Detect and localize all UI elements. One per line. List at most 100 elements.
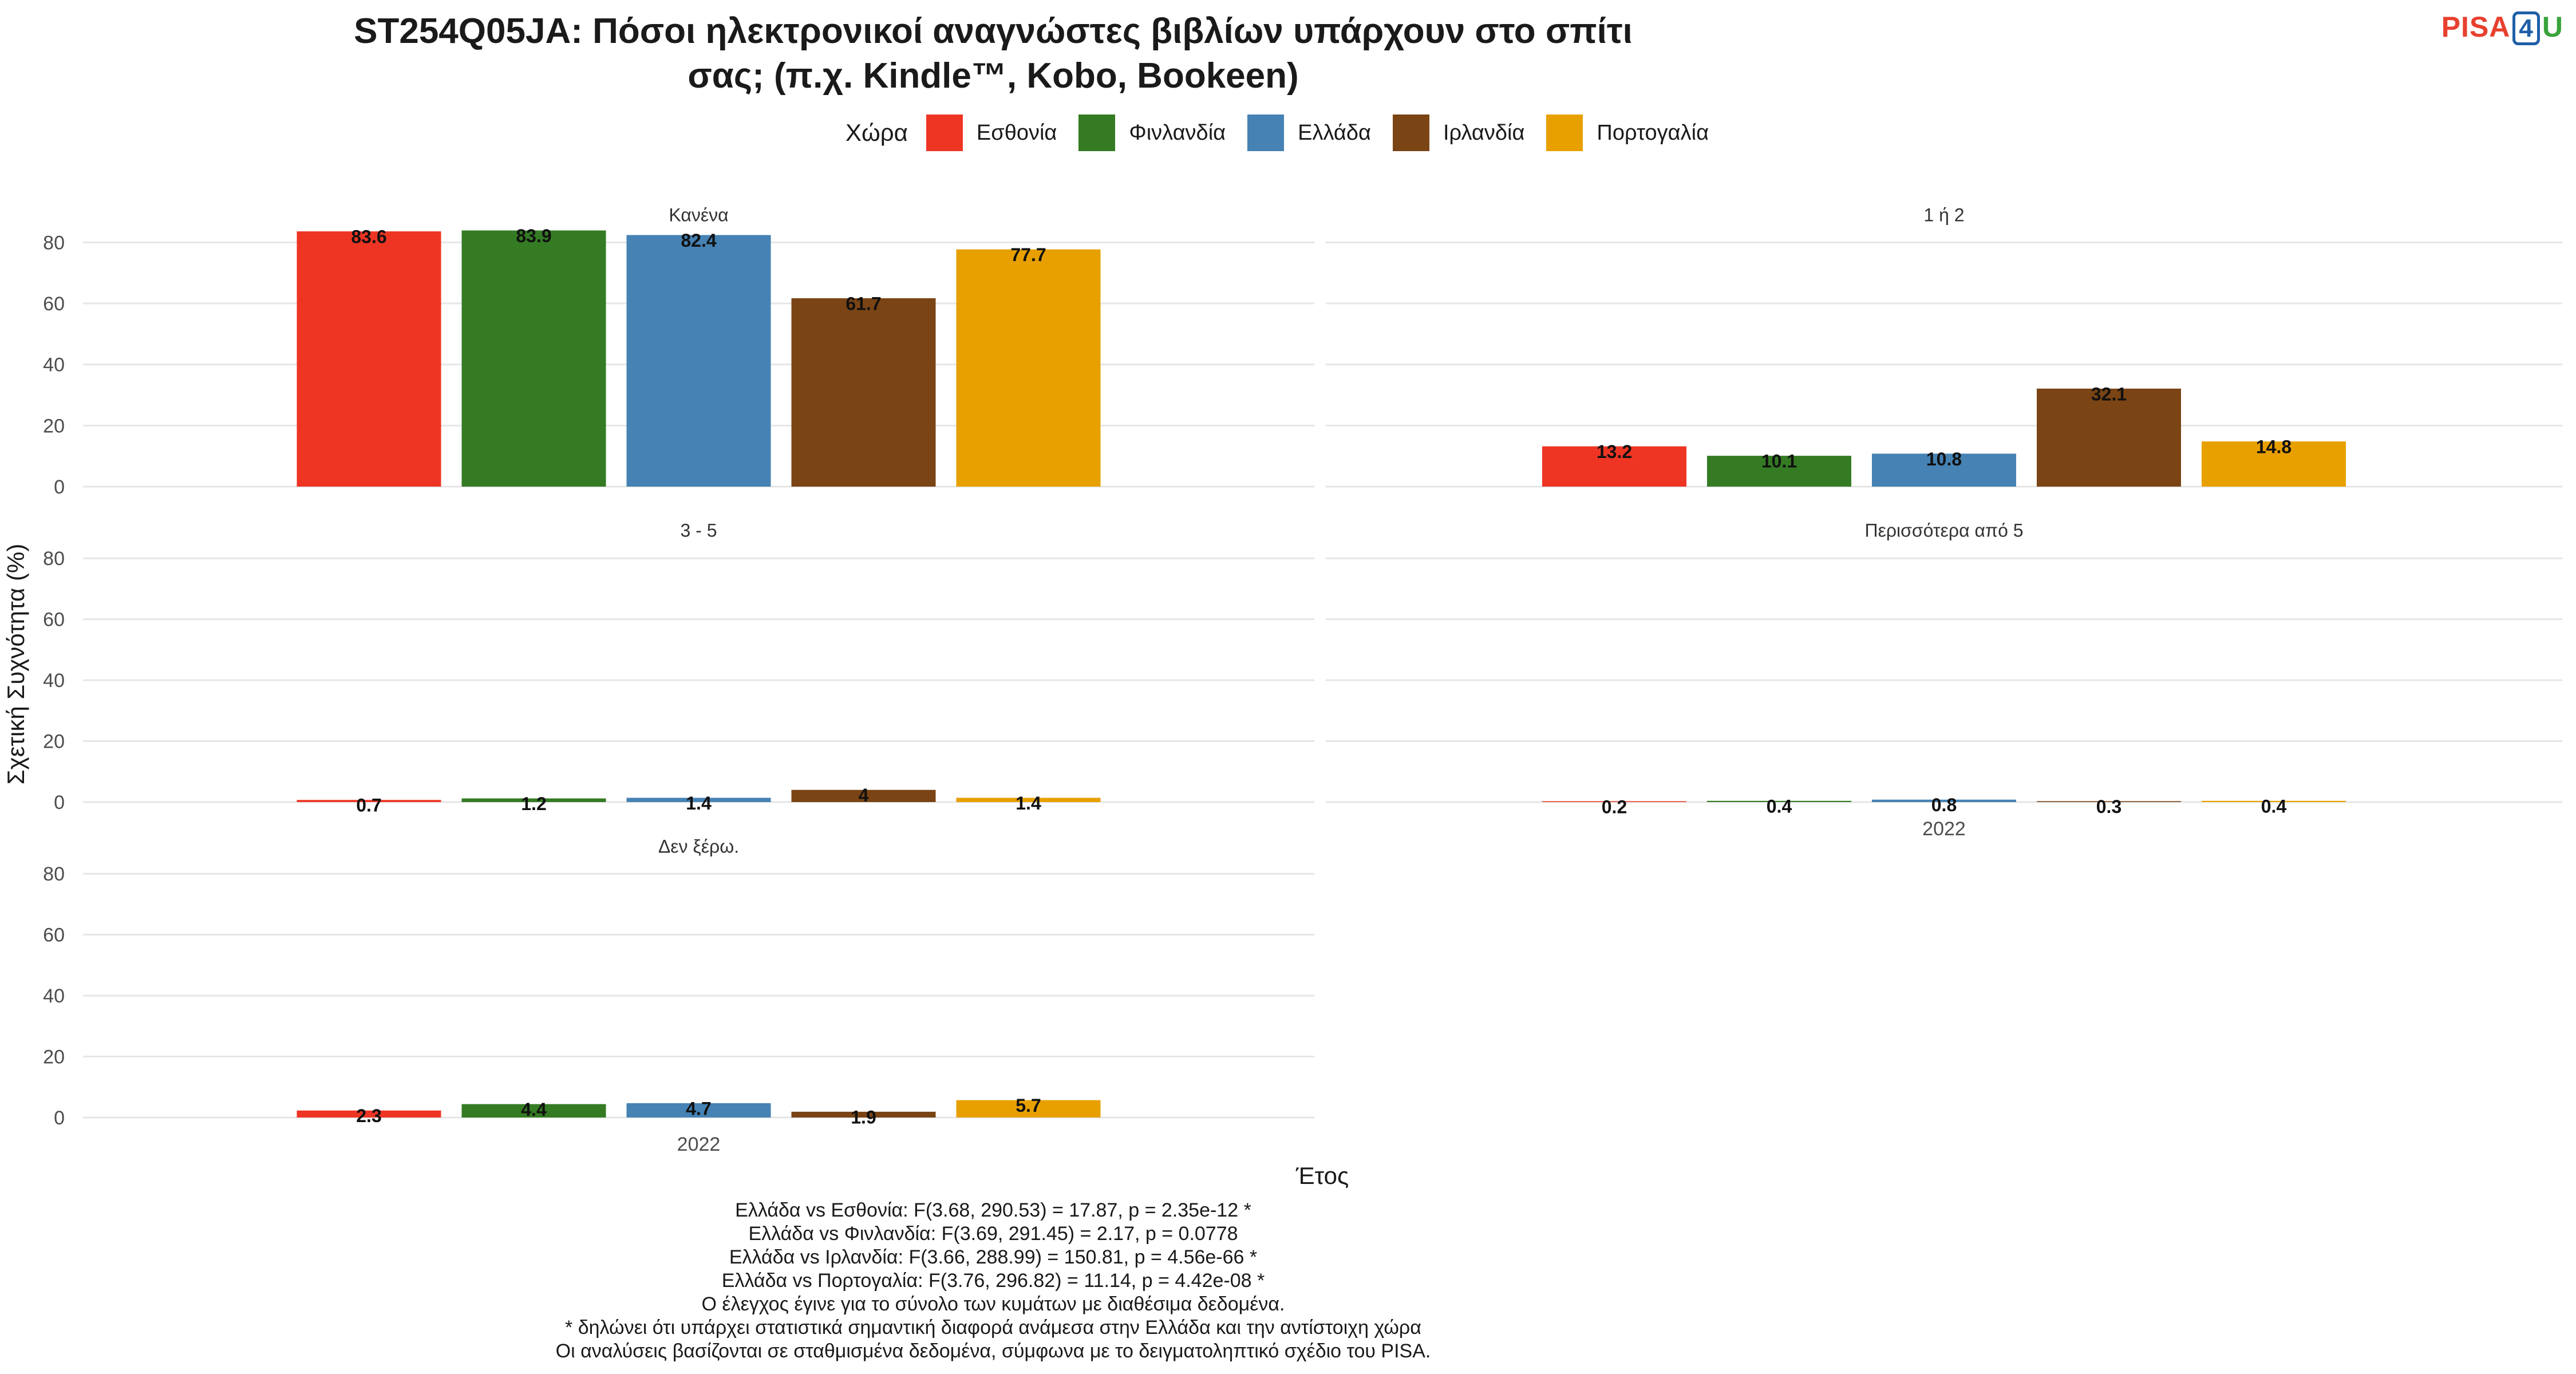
panel-1-bar-2 <box>461 230 606 487</box>
panel-1-data-label-2: 83.9 <box>516 226 551 246</box>
panel-1-y-tick-label: 80 <box>43 232 65 254</box>
legend-swatch-ireland <box>1393 114 1429 151</box>
panel-2-data-label-3: 10.8 <box>1926 449 1962 469</box>
legend-label-portugal: Πορτογαλία <box>1597 120 1709 145</box>
panel-1-y-tick-label: 40 <box>43 354 65 376</box>
caption-line: Ελλάδα vs Εσθονία: F(3.68, 290.53) = 17.… <box>735 1199 1251 1221</box>
caption-line: Ελλάδα vs Πορτογαλία: F(3.76, 296.82) = … <box>721 1270 1265 1292</box>
panel-3-data-label-1: 0.7 <box>356 795 381 816</box>
panel-5-data-label-4: 1.9 <box>851 1107 876 1127</box>
logo-text-pisa: PISA <box>2441 11 2511 43</box>
panel-2-bar-4 <box>2037 388 2181 487</box>
caption-line: Ελλάδα vs Ιρλανδία: F(3.66, 288.99) = 15… <box>729 1246 1258 1268</box>
legend-label-ireland: Ιρλανδία <box>1443 120 1525 145</box>
legend-swatch-finland <box>1078 114 1116 151</box>
panel-3-y-tick-label: 40 <box>43 670 65 692</box>
panel-3-y-tick-label: 60 <box>43 609 65 631</box>
legend-label-greece: Ελλάδα <box>1298 120 1371 145</box>
panel-3-strip-label: 3 - 5 <box>680 520 717 540</box>
panel-5-bar-5 <box>956 1100 1101 1118</box>
chart-title: ST254Q05JA: Πόσοι ηλεκτρονικοί αναγνώστε… <box>0 9 1986 98</box>
x-axis-title: Έτος <box>1295 1162 1349 1189</box>
panel-4-strip-label: Περισσότερα από 5 <box>1864 520 2023 540</box>
pisa4u-logo: PISA 4 U <box>2441 10 2563 45</box>
panel-5-bar-1 <box>297 1110 441 1118</box>
legend-label-finland: Φινλανδία <box>1129 120 1226 145</box>
panel-2-strip-label: 1 ή 2 <box>1923 204 1964 225</box>
legend-item-greece: Ελλάδα <box>1247 114 1371 151</box>
panel-5-strip-label: Δεν ξέρω. <box>658 836 739 856</box>
logo-text-u: U <box>2542 11 2563 43</box>
legend-item-portugal: Πορτογαλία <box>1546 114 1709 151</box>
panel-4-bar-1 <box>1542 801 1686 802</box>
panel-4-x-tick-label: 2022 <box>1922 818 1966 840</box>
panel-1-bar-4 <box>791 298 936 487</box>
panel-4-bar-2 <box>1707 800 1851 802</box>
panel-2-data-label-1: 13.2 <box>1597 441 1632 462</box>
legend-label-estonia: Εσθονία <box>976 120 1057 145</box>
panel-1-bar-3 <box>626 235 771 487</box>
panel-5-y-tick-label: 20 <box>43 1047 65 1068</box>
panel-4-bar-3 <box>1872 799 2016 802</box>
panel-2-bar-2 <box>1707 456 1851 487</box>
panel-4-bar-5 <box>2202 800 2346 802</box>
panel-3-bar-2 <box>461 798 606 802</box>
logo-text-4: 4 <box>2512 11 2540 45</box>
panel-1-y-tick-label: 60 <box>43 293 65 315</box>
panel-4-data-label-2: 0.4 <box>1767 796 1792 816</box>
panel-4-data-label-3: 0.8 <box>1931 795 1957 815</box>
panel-4-bar-4 <box>2037 801 2181 802</box>
panel-2-bar-5 <box>2202 441 2346 487</box>
panel-3-data-label-3: 1.4 <box>686 793 712 814</box>
panel-4-data-label-5: 0.4 <box>2261 796 2287 816</box>
panel-5-y-tick-label: 60 <box>43 925 65 946</box>
panel-3-y-tick-label: 0 <box>54 792 65 814</box>
panel-2-bar-1 <box>1542 446 1686 487</box>
panel-5-data-label-3: 4.7 <box>686 1098 711 1119</box>
chart-title-line-2: σας; (π.χ. Kindle™, Kobo, Bookeen) <box>688 56 1299 96</box>
panel-1-data-label-3: 82.4 <box>681 230 716 251</box>
panel-1-data-label-4: 61.7 <box>846 293 881 314</box>
panel-3-data-label-5: 1.4 <box>1016 793 1041 814</box>
panel-3-bar-3 <box>626 797 771 802</box>
caption-line: Ελλάδα vs Φινλανδία: F(3.69, 291.45) = 2… <box>748 1223 1238 1245</box>
panel-3-data-label-4: 4 <box>859 785 869 806</box>
panel-1-data-label-1: 83.6 <box>351 227 386 247</box>
chart-caption: Ελλάδα vs Εσθονία: F(3.68, 290.53) = 17.… <box>0 1199 1986 1363</box>
panel-1-bar-5 <box>956 249 1101 487</box>
legend-title: Χώρα <box>845 119 908 146</box>
panel-5-y-tick-label: 40 <box>43 985 65 1007</box>
caption-line: * δηλώνει ότι υπάρχει στατιστικά σημαντι… <box>565 1317 1421 1339</box>
panel-1-y-tick-label: 20 <box>43 415 65 437</box>
panel-3-y-tick-label: 20 <box>43 731 65 753</box>
panel-1-strip-label: Κανένα <box>669 204 728 225</box>
panel-4-data-label-4: 0.3 <box>2096 796 2121 817</box>
panel-1-bar-1 <box>297 231 441 487</box>
panel-5-y-tick-label: 80 <box>43 863 65 885</box>
panel-2-data-label-2: 10.1 <box>1761 451 1797 472</box>
legend-item-ireland: Ιρλανδία <box>1393 114 1524 151</box>
panel-5-data-label-2: 4.4 <box>521 1099 547 1120</box>
y-axis-title: Σχετική Συχνότητα (%) <box>2 544 29 785</box>
panel-5-data-label-1: 2.3 <box>356 1105 381 1126</box>
caption-line: Οι αναλύσεις βασίζονται σε σταθμισμένα δ… <box>555 1340 1431 1362</box>
legend-swatch-greece <box>1247 114 1285 151</box>
panel-5-bar-3 <box>626 1103 771 1118</box>
panel-3-bar-1 <box>297 800 441 802</box>
caption-line: Ο έλεγχος έγινε για το σύνολο των κυμάτω… <box>701 1293 1285 1315</box>
panel-1-y-tick-label: 0 <box>54 476 65 498</box>
panel-2-data-label-5: 14.8 <box>2256 437 2291 457</box>
legend-swatch-estonia <box>926 114 963 151</box>
panel-5-bar-4 <box>791 1111 936 1118</box>
panel-3-bar-5 <box>956 797 1101 802</box>
legend: Χώρα Εσθονία Φινλανδία Ελλάδα Ιρλανδία Π… <box>0 114 2576 151</box>
panel-2-data-label-4: 32.1 <box>2091 384 2127 404</box>
panel-5-data-label-5: 5.7 <box>1016 1095 1041 1116</box>
legend-swatch-portugal <box>1546 114 1583 151</box>
panel-3-data-label-2: 1.2 <box>521 793 546 814</box>
panel-4-data-label-1: 0.2 <box>1602 796 1627 817</box>
panel-1-data-label-5: 77.7 <box>1010 244 1046 265</box>
panel-3-y-tick-label: 80 <box>43 548 65 570</box>
panel-5-bar-2 <box>461 1104 606 1118</box>
